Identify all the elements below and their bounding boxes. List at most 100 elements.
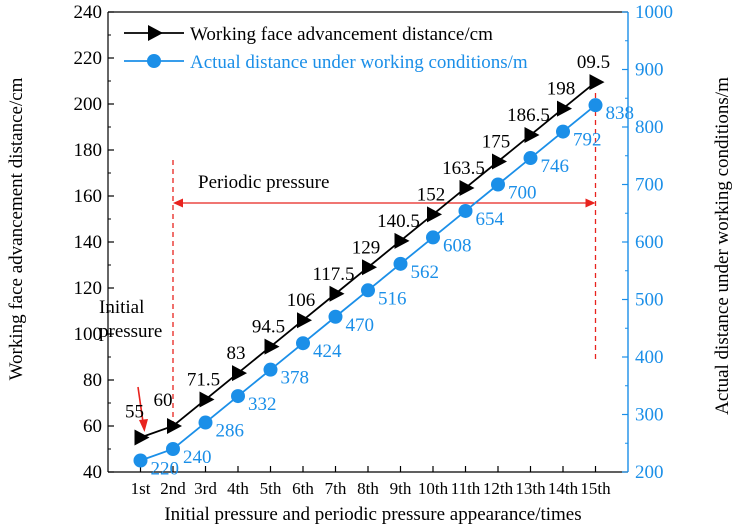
left-y-tick-label: 160 [74,186,103,207]
advancement-point [524,127,540,144]
actual-distance-label: 240 [183,447,212,468]
left-y-tick-label: 240 [74,2,103,23]
right-y-tick-label: 800 [635,117,664,138]
initial-pressure-arrowhead [139,419,148,432]
advancement-point [297,312,312,329]
advancement-label: 140.5 [377,211,420,232]
x-tick-label: 8th [357,479,379,498]
actual-distance-label: 608 [443,235,472,256]
advancement-label: 163.5 [442,158,485,179]
actual-distance-label: 286 [216,421,245,442]
x-tick-label: 15th [580,479,611,498]
actual-distance-label: 746 [541,156,570,177]
actual-distance-point [296,336,310,351]
x-axis: 1st 2nd 3rd 4th 5th 6th 7th 8th 9th 10th 11th 12th 1… [131,466,611,498]
left-y-tick-label: 140 [74,232,103,253]
legend: Working face advancement distance/cm Actu… [124,24,528,73]
x-tick-label: 9th [390,479,412,498]
advancement-label: 175 [482,132,511,153]
periodic-span-arrowhead-left [173,198,183,208]
actual-distance-label: 470 [346,315,375,336]
periodic-pressure-label-bg [193,170,363,194]
advancement-point [264,338,280,355]
series-layer: 2202402863323784244705165626086547007467… [125,52,635,480]
advancement-label: 71.5 [187,370,220,391]
advancement-point [232,365,247,382]
actual-distance-label: 424 [313,341,342,362]
left-y-tick-label: 80 [83,370,102,391]
annotations: Initial pressure Periodic pressure [99,93,597,432]
x-axis-title: Initial pressure and periodic pressure a… [164,504,581,525]
periodic-pressure-label: Periodic pressure [198,172,329,193]
right-y-tick-label: 200 [635,462,664,483]
advancement-point [427,206,442,223]
advancement-point [362,259,377,276]
right-y-tick-label: 500 [635,290,664,311]
initial-pressure-label-line2: pressure [99,321,162,342]
periodic-span-arrowhead-right [585,198,596,208]
left-y-axis-title: Working face advancement distance/cm [6,77,27,380]
x-tick-label: 4th [227,479,249,498]
actual-distance-point [491,177,505,192]
actual-distance-label: 332 [248,394,277,415]
actual-distance-point [393,256,408,271]
right-y-tick-label: 1000 [635,2,673,23]
advancement-label: 09.5 [577,52,610,73]
actual-distance-point [361,283,375,298]
right-y-tick-label: 700 [635,175,664,196]
actual-distance-label: 220 [151,459,180,480]
actual-distance-point [198,415,213,430]
actual-distance-label: 654 [476,209,505,230]
left-y-tick-label: 200 [74,94,103,115]
advancement-point [492,153,507,170]
actual-distance-point [328,309,343,324]
actual-distance-point [263,362,278,377]
x-tick-label: 1st [131,479,151,498]
advancement-label: 55 [125,402,144,423]
right-y-axis: 200 300 400 500 600 700 800 900 1000 [622,2,673,483]
x-tick-label: 6th [292,479,314,498]
advancement-point [167,418,182,434]
right-y-tick-label: 300 [635,405,664,426]
left-y-tick-label: 120 [74,278,103,299]
left-y-axis: 40 60 80 100 120 140 160 180 200 220 240 [74,2,114,483]
actual-distance-point [556,124,570,139]
actual-distance-point [133,453,148,468]
initial-pressure-arrow [137,386,144,423]
advancement-point [589,74,605,91]
advancement-label: 198 [547,79,576,100]
x-tick-label: 3rd [194,479,217,498]
x-tick-label: 7th [325,479,347,498]
actual-distance-point [588,98,603,113]
advancement-label: 60 [154,390,173,411]
advancement-label: 117.5 [312,264,354,285]
advancement-point [459,179,475,196]
actual-distance-label: 792 [573,130,602,151]
right-y-axis-title: Actual distance under working conditions… [712,77,733,415]
x-tick-label: 12th [483,479,514,498]
actual-distance-label: 516 [378,288,407,309]
actual-distance-label: 562 [411,262,440,283]
left-y-tick-label: 60 [83,416,102,437]
x-tick-label: 2nd [160,479,186,498]
right-y-tick-label: 600 [635,232,664,253]
x-tick-label: 14th [548,479,579,498]
legend-advancement-label: Working face advancement distance/cm [190,24,493,45]
x-tick-label: 5th [260,479,282,498]
actual-distance-point [523,151,538,166]
advancement-label: 186.5 [507,105,550,126]
left-y-tick-label: 40 [83,462,102,483]
legend-advancement-marker [148,25,163,41]
advancement-label: 83 [227,343,246,364]
actual-distance-point [426,230,440,245]
x-tick-label: 11th [451,479,481,498]
actual-distance-point [458,203,473,218]
actual-distance-label: 378 [281,368,310,389]
actual-distance-label: 700 [508,183,537,204]
right-y-tick-label: 900 [635,60,664,81]
actual-distance-label: 838 [606,103,635,124]
advancement-point [199,391,215,408]
advancement-label: 94.5 [252,317,285,338]
initial-pressure-label-line1: Initial [99,297,144,318]
